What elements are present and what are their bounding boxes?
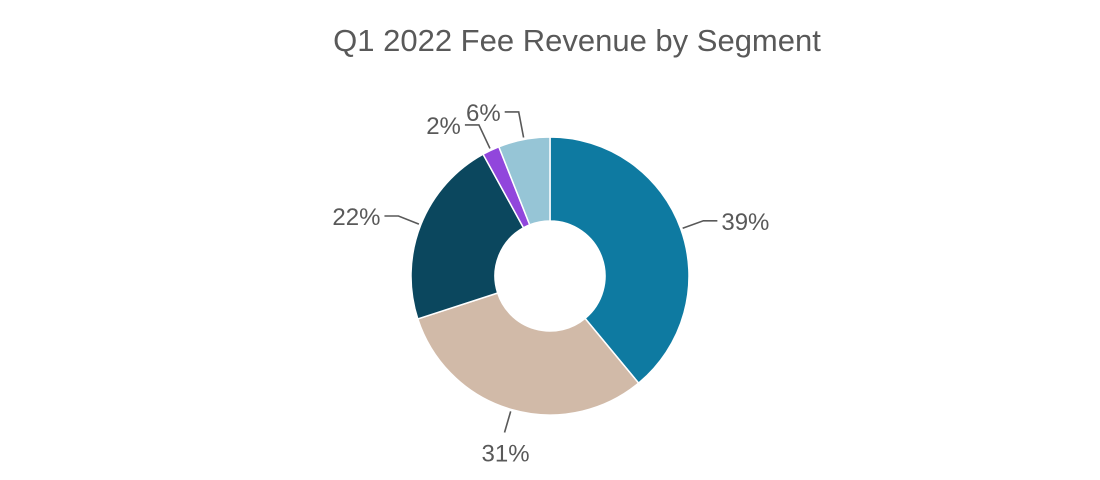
leader-line-4 — [464, 124, 491, 149]
slice-labels: 39% 31% 22% 2% 6% — [332, 100, 769, 468]
leader-lines — [384, 111, 718, 433]
slice-2 — [416, 292, 640, 416]
slice-label-3: 22% — [332, 204, 380, 231]
slice-3 — [410, 153, 525, 320]
donut-slices — [410, 136, 690, 416]
leader-line-2 — [503, 411, 512, 433]
leader-line-5 — [504, 111, 525, 138]
slice-label-5: 6% — [466, 100, 501, 127]
slice-label-2: 31% — [482, 441, 530, 468]
slice-1 — [549, 136, 690, 385]
slice-label-1: 39% — [721, 209, 769, 236]
slice-5 — [497, 136, 551, 226]
leader-line-3 — [384, 215, 420, 225]
chart-title: Q1 2022 Fee Revenue by Segment — [333, 23, 821, 58]
slice-label-4: 2% — [426, 113, 461, 140]
leader-line-1 — [682, 219, 718, 229]
